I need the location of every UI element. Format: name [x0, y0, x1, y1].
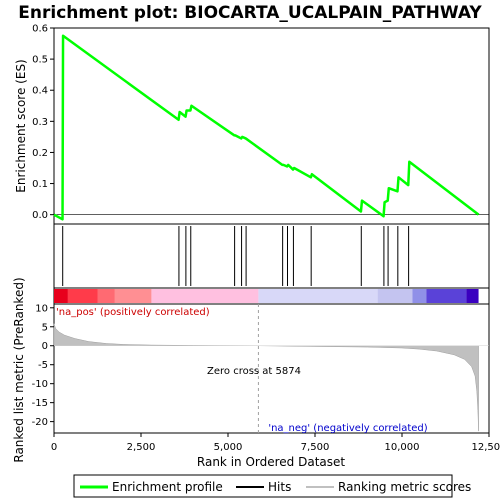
gradient-segment: [54, 289, 68, 303]
hits-panel: [53, 223, 490, 289]
es-y-tick-label: 0.6: [32, 24, 48, 35]
hit-markers: [62, 226, 410, 286]
legend-hits-label: Hits: [268, 480, 291, 494]
gradient-segment: [67, 289, 98, 303]
enrichment-panel: [53, 27, 490, 225]
enrichment-line: [53, 34, 480, 221]
zero-cross-annotation: Zero cross at 5874: [207, 366, 301, 377]
gradient-segment: [426, 289, 467, 303]
legend: Enrichment profile Hits Ranking metric s…: [73, 474, 471, 498]
gradient-segment: [97, 289, 115, 303]
es-y-tick-label: 0.2: [32, 148, 48, 159]
correlation-gradient: [54, 289, 479, 303]
gradient-segment: [377, 289, 413, 303]
gradient-segment: [151, 289, 259, 303]
axis-ticks: 0 2,500 5,000 7,500 10,000 12,500 0.0 0.1 0.2 0.3…: [32, 24, 500, 454]
positive-annotation: 'na_pos' (positively correlated): [56, 307, 210, 318]
metric-area: [53, 323, 479, 432]
x-tick-label: 2,500: [127, 442, 156, 453]
x-tick-label: 5,000: [214, 442, 243, 453]
x-axis-label: Rank in Ordered Dataset: [197, 455, 345, 469]
metric-y-tick-label: 0: [42, 341, 48, 352]
x-tick-label: 10,000: [385, 442, 420, 453]
gradient-segment: [114, 289, 152, 303]
metric-y-tick-label: -10: [32, 379, 48, 390]
metric-y-tick-label: -5: [38, 360, 48, 371]
metric-y-tick-label: 10: [35, 303, 48, 314]
x-tick-label: 0: [51, 442, 57, 453]
gradient-segment: [258, 289, 378, 303]
ranked-metric-area: [53, 304, 489, 433]
es-y-tick-label: 0.0: [32, 210, 48, 221]
es-y-tick-label: 0.1: [32, 179, 48, 190]
es-axis-label: Enrichment score (ES): [14, 59, 28, 192]
gradient-segment: [466, 289, 479, 303]
es-y-tick-label: 0.5: [32, 55, 48, 66]
negative-annotation: 'na_neg' (negatively correlated): [268, 423, 427, 434]
enrichment-profile: [53, 34, 489, 221]
es-y-tick-label: 0.4: [32, 86, 48, 97]
legend-metric-label: Ranking metric scores: [338, 480, 471, 494]
metric-axis-label: Ranked list metric (PreRanked): [12, 277, 26, 462]
es-y-tick-label: 0.3: [32, 117, 48, 128]
gradient-segment: [412, 289, 427, 303]
metric-y-tick-label: -20: [32, 417, 48, 428]
x-tick-label: 12,500: [472, 442, 500, 453]
chart-title: Enrichment plot: BIOCARTA_UCALPAIN_PATHW…: [18, 3, 482, 23]
legend-enrichment-label: Enrichment profile: [112, 480, 223, 494]
ranked-metric-panel: [53, 303, 490, 434]
metric-y-tick-label: -15: [32, 398, 48, 409]
x-tick-label: 7,500: [301, 442, 330, 453]
metric-y-tick-label: 5: [42, 322, 48, 333]
